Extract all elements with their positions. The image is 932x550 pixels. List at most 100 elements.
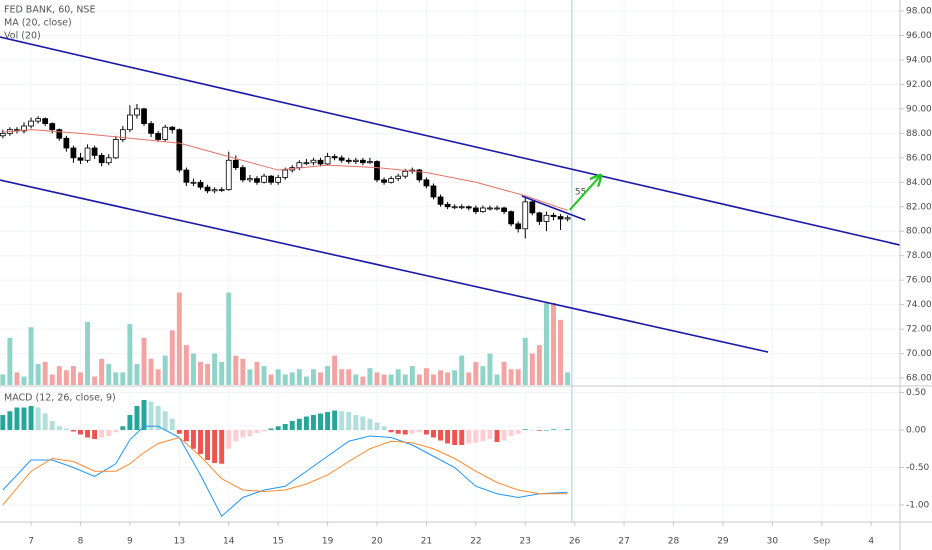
macd-histogram-bar bbox=[254, 430, 260, 434]
macd-tick-label: 0.00 bbox=[906, 426, 926, 436]
macd-histogram-bar bbox=[381, 426, 387, 431]
volume-bar bbox=[162, 355, 168, 385]
macd-histogram-bar bbox=[226, 430, 232, 449]
candle-body bbox=[84, 147, 91, 161]
macd-histogram-bar bbox=[374, 422, 380, 431]
x-tick-label: 9 bbox=[127, 537, 133, 547]
candle-body bbox=[204, 186, 211, 192]
volume-legend: Vol (20) bbox=[4, 31, 41, 42]
x-tick-label: 21 bbox=[421, 537, 432, 547]
volume-bar bbox=[212, 353, 218, 385]
volume-bar bbox=[501, 361, 507, 385]
candle-body bbox=[352, 159, 359, 162]
volume-bar bbox=[508, 369, 514, 385]
candle-body bbox=[494, 207, 500, 210]
candle-body bbox=[550, 214, 557, 217]
volume-bar bbox=[289, 372, 295, 385]
candle-body bbox=[0, 132, 6, 137]
volume-bar bbox=[452, 370, 458, 385]
volume-bar bbox=[21, 376, 27, 385]
volume-bar bbox=[155, 369, 161, 385]
macd-histogram-bar bbox=[148, 401, 154, 431]
macd-histogram-bar bbox=[423, 430, 429, 435]
macd-histogram-bar bbox=[106, 430, 112, 437]
candle-body bbox=[28, 120, 34, 127]
x-tick-label: 13 bbox=[174, 537, 185, 547]
y-tick-label: 84.00 bbox=[906, 178, 932, 188]
volume-bar bbox=[28, 327, 34, 385]
candle-body bbox=[275, 176, 282, 183]
macd-histogram-bar bbox=[275, 426, 281, 431]
candle-body bbox=[388, 178, 394, 183]
volume-bar bbox=[141, 337, 147, 385]
trend-line bbox=[521, 195, 586, 221]
candle-body bbox=[49, 123, 56, 131]
candle-body bbox=[487, 207, 493, 210]
candle-body bbox=[501, 207, 507, 213]
volume-bar bbox=[409, 366, 415, 385]
volume-bar bbox=[466, 372, 472, 385]
candle-body bbox=[515, 223, 522, 230]
macd-histogram-bar bbox=[120, 426, 126, 431]
macd-histogram-bar bbox=[318, 413, 323, 431]
macd-histogram-bar bbox=[190, 430, 196, 449]
trend-line bbox=[0, 179, 769, 353]
volume-bar bbox=[487, 353, 493, 385]
macd-histogram-bar bbox=[247, 430, 253, 437]
volume-bar bbox=[388, 374, 394, 385]
volume-bar bbox=[85, 322, 91, 385]
candle-body bbox=[134, 108, 140, 116]
candle-body bbox=[218, 189, 225, 192]
y-tick-label: 96.00 bbox=[906, 31, 932, 41]
candle-body bbox=[458, 206, 465, 209]
volume-bar bbox=[543, 303, 549, 385]
macd-histogram-bar bbox=[402, 430, 408, 435]
macd-histogram-bar bbox=[459, 430, 465, 446]
y-tick-label: 76.00 bbox=[906, 276, 932, 286]
x-tick-label: 19 bbox=[322, 537, 334, 547]
x-tick-label: 4 bbox=[868, 537, 874, 547]
candle-body bbox=[232, 159, 239, 169]
candle-body bbox=[21, 125, 27, 132]
volume-bar bbox=[148, 358, 154, 385]
volume-bar bbox=[183, 345, 189, 385]
volume-bar bbox=[310, 369, 316, 385]
macd-histogram-bar bbox=[240, 430, 246, 438]
candle-body bbox=[211, 189, 218, 192]
volume-bar bbox=[423, 368, 429, 385]
macd-histogram-bar bbox=[35, 407, 41, 431]
volume-bar bbox=[35, 364, 41, 385]
symbol-title: FED BANK, 60, NSE bbox=[4, 5, 95, 16]
macd-histogram-bar bbox=[42, 413, 48, 431]
candle-body bbox=[338, 157, 345, 161]
volume-bar bbox=[226, 292, 232, 385]
x-tick-label: 30 bbox=[767, 537, 779, 547]
volume-bar bbox=[332, 355, 338, 385]
candle-body bbox=[197, 181, 204, 188]
x-tick-label: 23 bbox=[520, 537, 531, 547]
candle-body bbox=[183, 169, 190, 183]
macd-histogram-bar bbox=[219, 430, 225, 464]
volume-bar bbox=[282, 374, 288, 385]
candle-body bbox=[508, 211, 515, 225]
candle-body bbox=[480, 207, 486, 213]
trend-line bbox=[0, 36, 901, 246]
macd-histogram-bar bbox=[367, 418, 373, 431]
macd-histogram-bar bbox=[113, 430, 119, 433]
macd-histogram-bar bbox=[480, 430, 486, 442]
macd-histogram-bar bbox=[409, 430, 415, 434]
candle-body bbox=[310, 159, 317, 164]
y-tick-label: 74.00 bbox=[906, 300, 932, 310]
macd-histogram-bar bbox=[261, 430, 267, 432]
macd-histogram-bar bbox=[155, 406, 161, 431]
volume-bar bbox=[7, 337, 13, 385]
candle-body bbox=[543, 214, 550, 222]
macd-histogram-bar bbox=[212, 430, 218, 463]
y-tick-label: 80.00 bbox=[906, 227, 932, 237]
volume-bar bbox=[205, 364, 211, 385]
candle-body bbox=[162, 126, 169, 140]
arrow bbox=[568, 176, 600, 211]
x-tick-label: 7 bbox=[28, 537, 34, 547]
candle-body bbox=[374, 161, 380, 181]
macd-histogram-bar bbox=[445, 430, 451, 444]
